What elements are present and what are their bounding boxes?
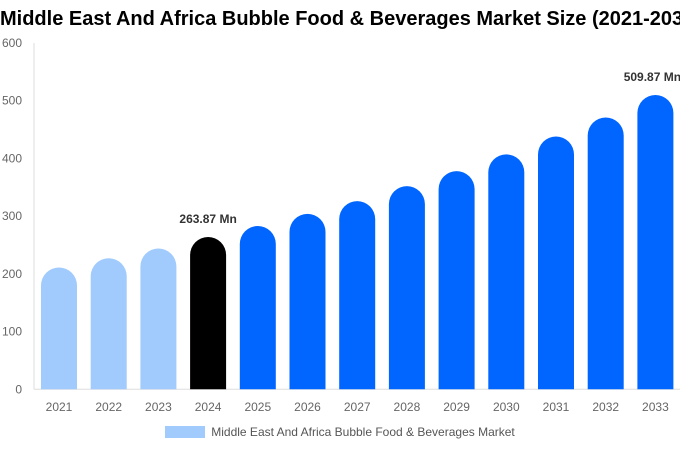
legend: Middle East And Africa Bubble Food & Bev…	[0, 425, 680, 439]
bar	[41, 267, 77, 390]
bar	[90, 258, 127, 390]
y-tick-label: 400	[2, 151, 22, 165]
x-tick-label: 2031	[543, 400, 570, 414]
data-label: 263.87 Mn	[179, 212, 236, 226]
x-tick-label: 2033	[642, 400, 669, 414]
bar	[289, 213, 326, 390]
bar	[388, 186, 425, 390]
y-tick-label: 200	[2, 267, 22, 281]
x-tick-label: 2027	[344, 400, 371, 414]
x-tick-label: 2032	[592, 400, 619, 414]
y-tick-label: 300	[2, 209, 22, 223]
legend-label: Middle East And Africa Bubble Food & Bev…	[211, 425, 515, 439]
y-tick-label: 600	[2, 36, 22, 50]
x-tick-label: 2023	[145, 400, 172, 414]
x-tick-label: 2021	[46, 400, 73, 414]
bar	[140, 248, 177, 390]
legend-swatch	[165, 426, 206, 438]
y-tick-label: 100	[2, 325, 22, 339]
bar	[637, 95, 674, 390]
bar	[190, 237, 227, 390]
bar	[339, 201, 376, 390]
data-label: 509.87 Mn	[624, 70, 680, 84]
x-tick-label: 2026	[294, 400, 321, 414]
bar	[538, 136, 574, 390]
bar	[587, 117, 624, 390]
chart-title: Middle East And Africa Bubble Food & Bev…	[0, 8, 680, 30]
x-tick-label: 2029	[443, 400, 470, 414]
bar	[488, 154, 525, 390]
x-tick-label: 2028	[394, 400, 421, 414]
x-tick-label: 2024	[195, 400, 222, 414]
bar	[438, 171, 475, 390]
x-tick-label: 2025	[244, 400, 271, 414]
x-tick-label: 2030	[493, 400, 520, 414]
bar	[239, 225, 276, 390]
x-tick-label: 2022	[95, 400, 122, 414]
y-tick-label: 0	[15, 382, 22, 396]
y-tick-label: 500	[2, 94, 22, 108]
